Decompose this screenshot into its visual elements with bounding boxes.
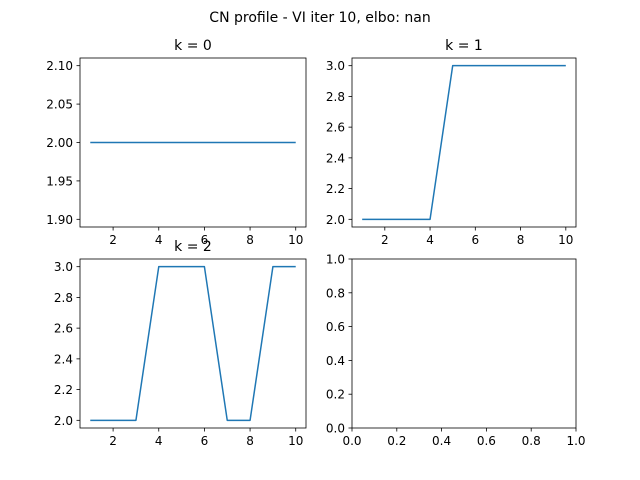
y-tick-label: 2.6	[54, 322, 73, 336]
x-tick-label: 4	[155, 434, 163, 448]
x-tick-label: 2	[381, 233, 389, 247]
x-tick-label: 6	[201, 233, 209, 247]
y-tick-label: 1.95	[46, 174, 73, 188]
figure-title: CN profile - VI iter 10, elbo: nan	[209, 10, 430, 26]
x-tick-label: 10	[288, 434, 303, 448]
y-tick-label: 2.05	[46, 98, 73, 112]
y-tick-label: 2.10	[46, 59, 73, 73]
series-line-0	[90, 265, 296, 422]
subplot-title: k = 0	[174, 38, 212, 54]
y-tick-label: 0.8	[326, 286, 345, 300]
y-tick-label: 2.4	[54, 352, 73, 366]
x-tick-label: 4	[426, 233, 434, 247]
x-tick-label: 0.4	[432, 434, 451, 448]
x-tick-label: 0.8	[522, 434, 541, 448]
x-tick-label: 8	[246, 233, 254, 247]
y-tick-label: 0.2	[326, 388, 345, 402]
series-line-0	[362, 64, 566, 221]
y-tick-label: 0.4	[326, 354, 345, 368]
y-tick-label: 1.90	[46, 213, 73, 227]
axes-frame	[351, 258, 577, 429]
y-tick-label: 0.6	[326, 320, 345, 334]
y-tick-label: 2.2	[54, 383, 73, 397]
x-tick-label: 10	[558, 233, 573, 247]
y-tick-label: 3.0	[326, 59, 345, 73]
subplot-0: k = 0 2 4 6 8 10 1.90 1.95 2.00 2.05 2.10	[46, 38, 307, 247]
x-tick-label: 10	[288, 233, 303, 247]
subplot-2: k = 2 2 4 6 8 10 2.0 2.2 2.4 2.6 2.8 3.0	[54, 239, 307, 448]
x-tick-label: 2	[109, 434, 117, 448]
axes-frame	[351, 57, 577, 228]
y-tick-label: 0.0	[326, 422, 345, 436]
y-tick-label: 1.0	[326, 253, 345, 267]
x-tick-label: 4	[155, 233, 163, 247]
y-tick-label: 2.0	[54, 414, 73, 428]
subplot-3: 0.0 0.2 0.4 0.6 0.8 1.0 0.0 0.2 0.4 0.6 0.8 1.0	[326, 253, 586, 449]
y-tick-label: 2.8	[326, 90, 345, 104]
x-tick-label: 0.2	[387, 434, 406, 448]
y-tick-label: 2.6	[326, 121, 345, 135]
x-tick-label: 8	[517, 233, 525, 247]
y-tick-label: 2.00	[46, 136, 73, 150]
y-tick-label: 3.0	[54, 260, 73, 274]
x-tick-label: 1.0	[566, 434, 585, 448]
x-tick-label: 8	[246, 434, 254, 448]
x-tick-label: 2	[109, 233, 117, 247]
y-tick-label: 2.2	[326, 182, 345, 196]
x-tick-label: 6	[201, 434, 209, 448]
subplot-title: k = 2	[174, 239, 212, 255]
subplot-title: k = 1	[445, 38, 483, 54]
y-tick-label: 2.8	[54, 291, 73, 305]
axes-frame	[79, 258, 307, 429]
y-tick-label: 2.0	[326, 213, 345, 227]
subplot-1: k = 1 2 4 6 8 10 2.0 2.2 2.4 2.6 2.8 3.0	[326, 38, 577, 247]
x-tick-label: 0.0	[342, 434, 361, 448]
subplots: k = 0 2 4 6 8 10 1.90 1.95 2.00 2.05 2.10 k = 1 2 4 6 8…	[46, 38, 585, 448]
x-tick-label: 0.6	[477, 434, 496, 448]
y-tick-label: 2.4	[326, 151, 345, 165]
x-tick-label: 6	[471, 233, 479, 247]
